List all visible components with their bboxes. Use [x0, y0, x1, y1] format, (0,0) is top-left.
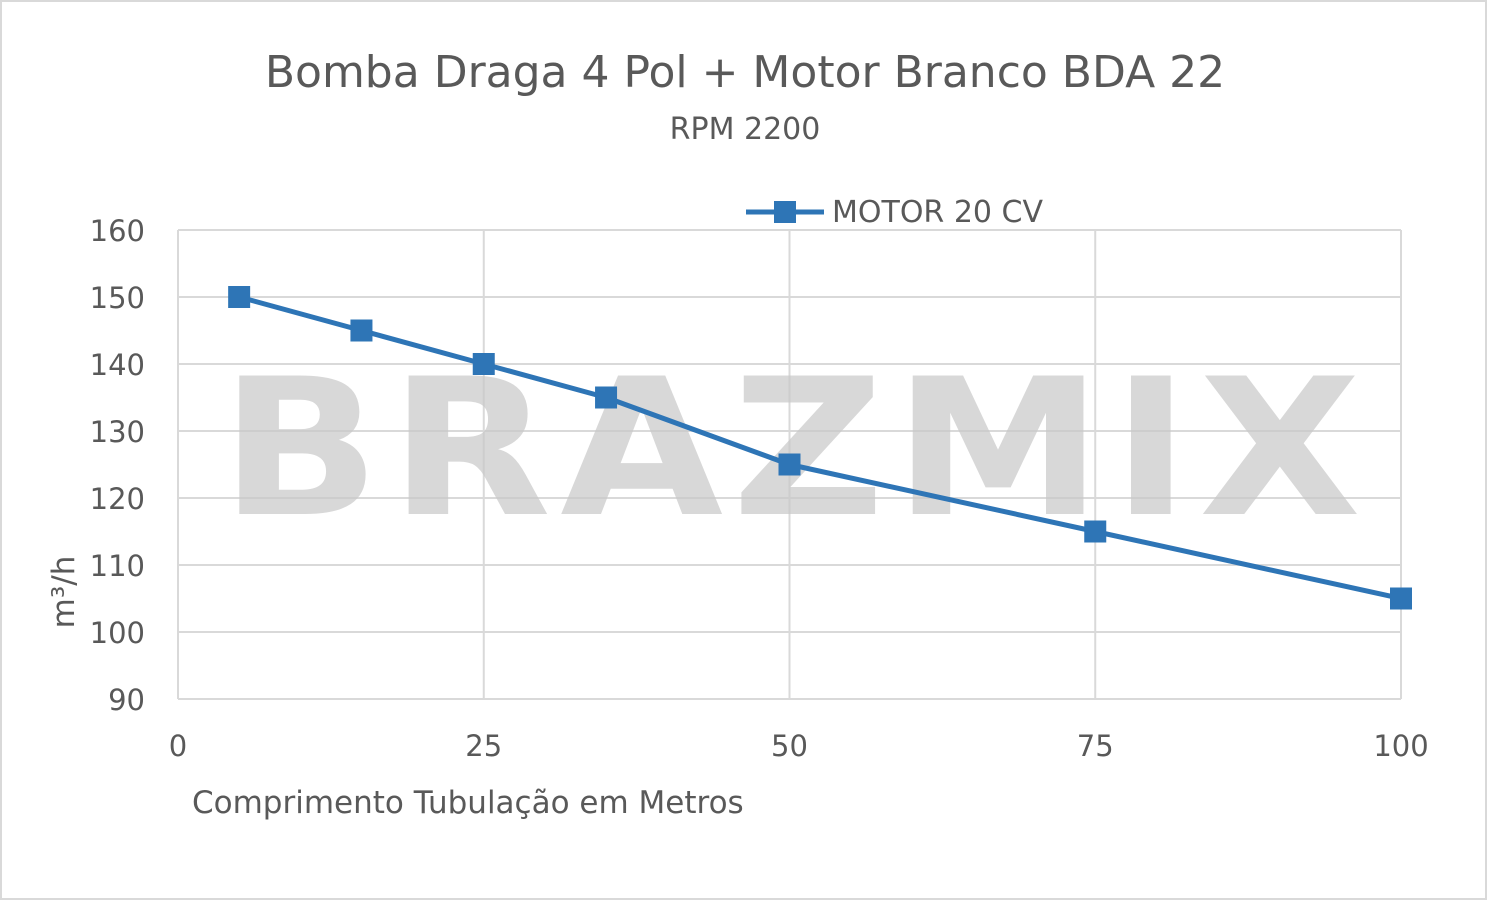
- x-tick-label: 0: [169, 729, 187, 763]
- y-tick-label: 90: [108, 683, 145, 717]
- data-point: [595, 386, 618, 409]
- x-tick-label: 75: [1077, 729, 1114, 763]
- chart-title: Bomba Draga 4 Pol + Motor Branco BDA 22: [265, 47, 1225, 98]
- y-tick-label: 160: [90, 214, 145, 248]
- data-point: [472, 353, 495, 375]
- data-point: [778, 453, 801, 476]
- x-tick-label: 25: [465, 729, 502, 763]
- y-tick-label: 120: [90, 482, 145, 516]
- data-point: [228, 286, 251, 308]
- y-tick-label: 140: [90, 348, 145, 382]
- legend-label: MOTOR 20 CV: [832, 195, 1043, 230]
- data-point: [1084, 520, 1107, 543]
- y-tick-label: 130: [90, 415, 145, 449]
- x-tick-label: 100: [1373, 729, 1428, 763]
- chart-subtitle: RPM 2200: [670, 112, 821, 147]
- legend-marker: [774, 201, 796, 223]
- data-point: [350, 319, 373, 342]
- y-tick-label: 150: [90, 281, 145, 315]
- y-axis-label: m³/h: [46, 556, 82, 629]
- y-tick-label: 100: [90, 616, 145, 650]
- y-tick-label: 110: [90, 549, 145, 583]
- watermark: BRAZMIX: [220, 338, 1370, 559]
- legend: MOTOR 20 CV: [746, 195, 1043, 230]
- x-tick-label: 50: [771, 729, 808, 763]
- data-point: [1390, 587, 1412, 610]
- x-axis-label: Comprimento Tubulação em Metros: [192, 785, 744, 821]
